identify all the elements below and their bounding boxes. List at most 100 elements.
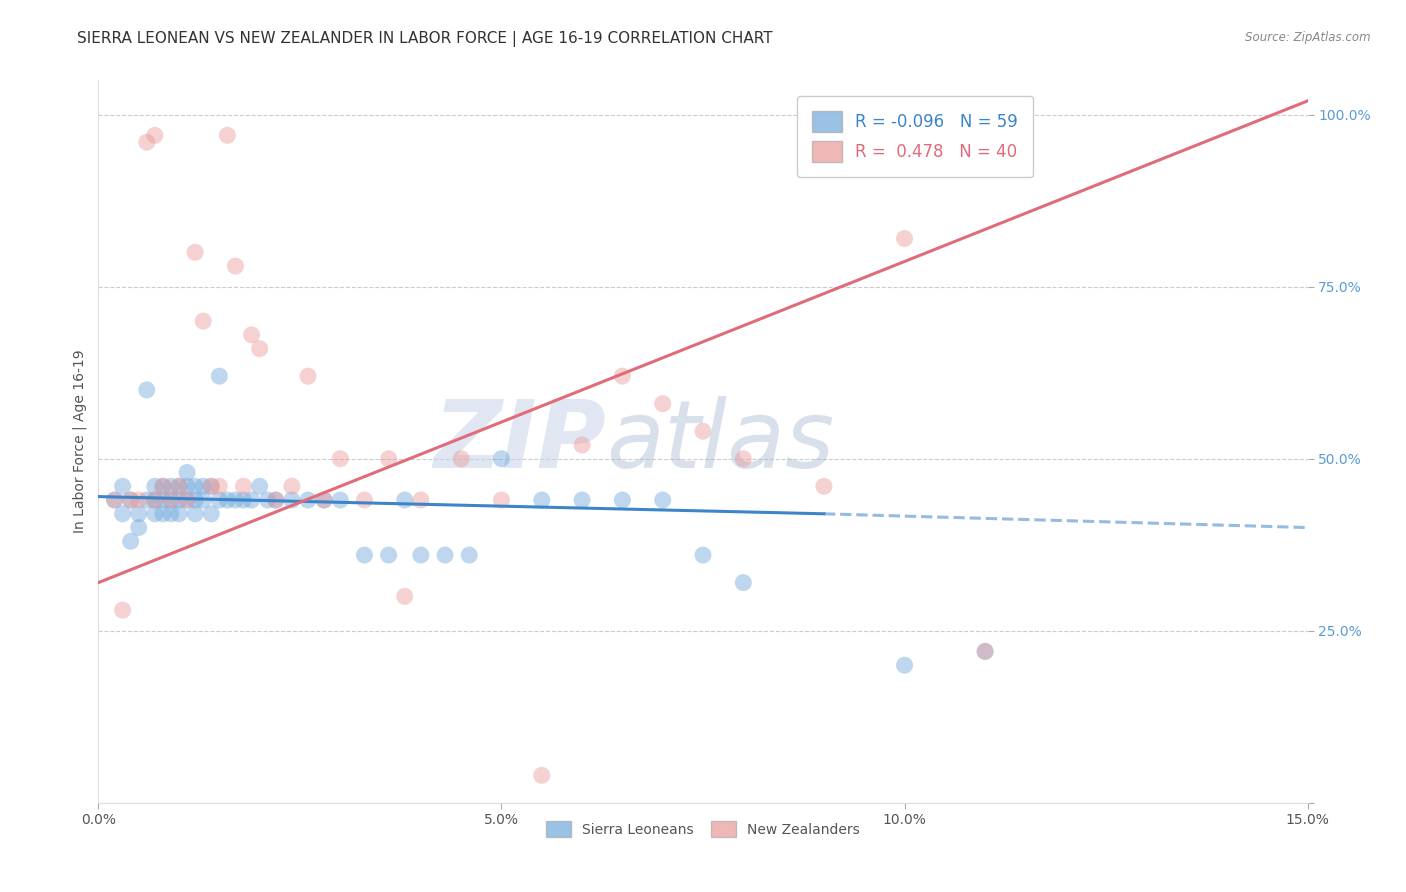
Point <box>128 507 150 521</box>
Point <box>160 493 183 508</box>
Point <box>353 548 375 562</box>
Point <box>208 369 231 384</box>
Point <box>160 507 183 521</box>
Point <box>193 493 215 508</box>
Point <box>893 231 915 245</box>
Point <box>152 479 174 493</box>
Point <box>571 438 593 452</box>
Point <box>128 493 150 508</box>
Point <box>128 520 150 534</box>
Point <box>167 479 190 493</box>
Point <box>224 259 246 273</box>
Point <box>193 479 215 493</box>
Point <box>232 479 254 493</box>
Point <box>733 575 755 590</box>
Point <box>813 479 835 493</box>
Point <box>167 479 190 493</box>
Point <box>434 548 457 562</box>
Point <box>491 493 513 508</box>
Point <box>377 451 399 466</box>
Point <box>120 493 142 508</box>
Point <box>143 479 166 493</box>
Point <box>491 451 513 466</box>
Point <box>256 493 278 508</box>
Point <box>612 493 634 508</box>
Point <box>249 342 271 356</box>
Point <box>184 493 207 508</box>
Point <box>135 493 157 508</box>
Point <box>240 327 263 342</box>
Point <box>264 493 287 508</box>
Point <box>297 369 319 384</box>
Point <box>974 644 997 658</box>
Point <box>692 424 714 438</box>
Point <box>135 135 157 149</box>
Point <box>217 128 239 143</box>
Point <box>893 658 915 673</box>
Point <box>176 493 198 508</box>
Point <box>329 493 352 508</box>
Point <box>152 479 174 493</box>
Point <box>530 768 553 782</box>
Point <box>353 493 375 508</box>
Point <box>176 493 198 508</box>
Point <box>224 493 246 508</box>
Text: ZIP: ZIP <box>433 395 606 488</box>
Point <box>651 397 673 411</box>
Point <box>152 493 174 508</box>
Point <box>409 548 432 562</box>
Point <box>143 128 166 143</box>
Point <box>297 493 319 508</box>
Point <box>103 493 125 508</box>
Point <box>184 507 207 521</box>
Point <box>200 507 222 521</box>
Point <box>167 493 190 508</box>
Point <box>167 507 190 521</box>
Point <box>111 479 134 493</box>
Point <box>160 479 183 493</box>
Point <box>394 493 416 508</box>
Point <box>103 493 125 508</box>
Point <box>160 493 183 508</box>
Point <box>733 451 755 466</box>
Point <box>394 590 416 604</box>
Point <box>281 493 304 508</box>
Point <box>974 644 997 658</box>
Point <box>208 479 231 493</box>
Text: SIERRA LEONEAN VS NEW ZEALANDER IN LABOR FORCE | AGE 16-19 CORRELATION CHART: SIERRA LEONEAN VS NEW ZEALANDER IN LABOR… <box>77 31 773 47</box>
Point <box>143 493 166 508</box>
Point <box>200 479 222 493</box>
Point <box>377 548 399 562</box>
Legend: Sierra Leoneans, New Zealanders: Sierra Leoneans, New Zealanders <box>541 815 865 843</box>
Point <box>329 451 352 466</box>
Point <box>240 493 263 508</box>
Point <box>193 314 215 328</box>
Y-axis label: In Labor Force | Age 16-19: In Labor Force | Age 16-19 <box>73 350 87 533</box>
Point <box>264 493 287 508</box>
Point <box>458 548 481 562</box>
Point <box>135 383 157 397</box>
Point <box>232 493 254 508</box>
Point <box>176 466 198 480</box>
Point <box>143 507 166 521</box>
Text: atlas: atlas <box>606 396 835 487</box>
Point <box>184 479 207 493</box>
Point <box>651 493 673 508</box>
Point <box>450 451 472 466</box>
Point <box>143 493 166 508</box>
Point <box>208 493 231 508</box>
Point <box>176 479 198 493</box>
Point <box>200 479 222 493</box>
Point <box>692 548 714 562</box>
Point <box>530 493 553 508</box>
Point <box>612 369 634 384</box>
Point <box>281 479 304 493</box>
Point <box>409 493 432 508</box>
Point <box>111 603 134 617</box>
Point <box>217 493 239 508</box>
Point <box>314 493 336 508</box>
Point <box>184 245 207 260</box>
Point <box>152 507 174 521</box>
Text: Source: ZipAtlas.com: Source: ZipAtlas.com <box>1246 31 1371 45</box>
Point <box>249 479 271 493</box>
